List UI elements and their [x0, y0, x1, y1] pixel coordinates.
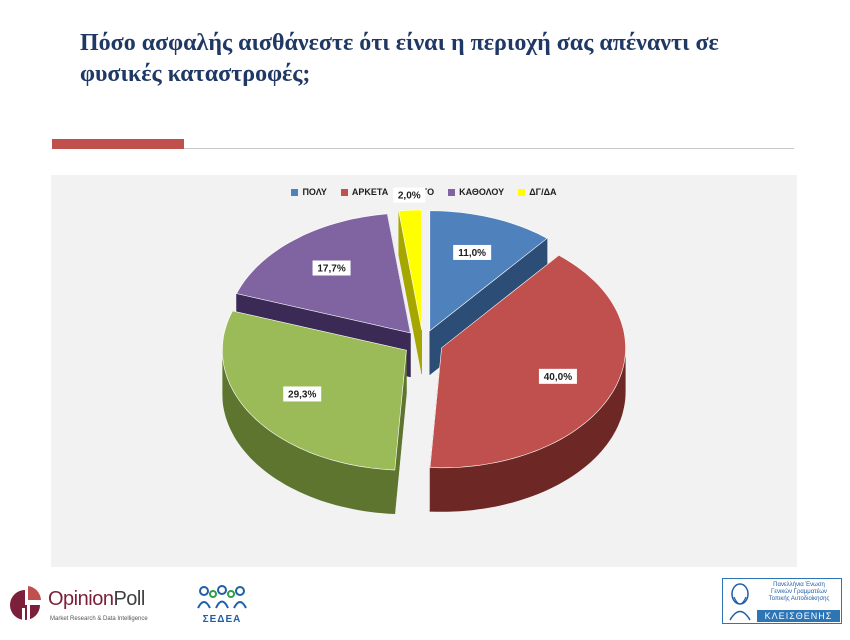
- opinionpoll-name: OpinionPoll: [48, 588, 145, 611]
- data-label-katholou: 17,7%: [317, 264, 345, 275]
- legend-item-katholou: ΚΑΘΟΛΟΥ: [448, 187, 504, 197]
- pie-rim-arketa: [430, 347, 626, 512]
- data-label-dgda: 2,0%: [398, 191, 421, 202]
- data-label-ligo: 29,3%: [288, 389, 316, 400]
- legend-label-arketa: ΑΡΚΕΤΑ: [351, 187, 389, 197]
- data-label-poly: 11,0%: [458, 248, 486, 259]
- opinionpoll-name-b: Poll: [113, 588, 145, 610]
- sedea-logo: ΣΕΔΕΑ: [190, 584, 254, 628]
- opinionpoll-tagline: Market Research & Data Intelligence: [50, 616, 148, 622]
- chart-panel: ΠΟΛΥ ΑΡΚΕΤΑ ΛΙΓΟ ΚΑΘΟΛΟΥ ΔΓ/ΔΑ 11,0%40,0…: [51, 175, 797, 567]
- pie-labels: 11,0% 40,0% 29,3% 17,7% 2,0%: [283, 187, 577, 402]
- data-label-box-poly: [453, 244, 492, 260]
- bust-icon: [729, 583, 751, 621]
- opinionpoll-mark-icon: [10, 586, 41, 622]
- legend-item-dgda: ΔΓ/ΔΑ: [518, 187, 557, 197]
- opinionpoll-name-a: Opinion: [48, 588, 114, 610]
- opinionpoll-logo: OpinionPoll Market Research & Data Intel…: [4, 578, 164, 634]
- sedea-people-icon: [197, 585, 247, 609]
- legend-item-arketa: ΑΡΚΕΤΑ: [340, 187, 389, 197]
- page-title: Πόσο ασφαλής αισθάνεστε ότι είναι η περι…: [80, 30, 719, 87]
- kleisthenis-line-1: Πανελλήνια Ένωση: [773, 582, 825, 588]
- legend-swatch-poly: [291, 188, 299, 196]
- title-divider: [52, 148, 794, 149]
- legend-swatch-dgda: [518, 188, 526, 196]
- kleisthenis-text: Πανελλήνια Ένωση Γενικών Γραμματέων Τοπι…: [759, 582, 839, 603]
- sedea-name: ΣΕΔΕΑ: [202, 614, 242, 625]
- pie-chart: 11,0% 40,0% 29,3% 17,7% 2,0%: [222, 187, 626, 515]
- pie-rim-ligo: [222, 350, 395, 514]
- pie-slice-dgda: [398, 209, 422, 331]
- kleisthenis-line-3: Τοπικής Αυτοδιοίκησης: [768, 596, 830, 602]
- pie-slice-arketa: [429, 254, 626, 469]
- data-label-box-arketa: [538, 368, 577, 384]
- kleisthenis-line-2: Γενικών Γραμματέων: [771, 589, 827, 595]
- legend-swatch-arketa: [340, 188, 348, 196]
- legend-label-poly: ΠΟΛΥ: [302, 187, 327, 197]
- legend-label-katholou: ΚΑΘΟΛΟΥ: [459, 187, 505, 197]
- legend-swatch-katholou: [448, 188, 456, 196]
- legend-item-poly: ΠΟΛΥ: [291, 187, 327, 197]
- legend-label-dgda: ΔΓ/ΔΑ: [529, 187, 557, 197]
- kleisthenis-name: ΚΛΕΙΣΘΕΝΗΣ: [757, 610, 840, 622]
- data-label-box-ligo: [283, 386, 322, 402]
- data-label-box-katholou: [312, 260, 351, 276]
- data-label-arketa: 40,0%: [544, 372, 572, 383]
- kleisthenis-logo: Πανελλήνια Ένωση Γενικών Γραμματέων Τοπι…: [722, 578, 842, 624]
- title-accent-bar: [52, 139, 184, 149]
- pie-slice-poly: [429, 210, 548, 332]
- data-label-box-dgda: [393, 187, 426, 203]
- pie-tops: [222, 209, 626, 471]
